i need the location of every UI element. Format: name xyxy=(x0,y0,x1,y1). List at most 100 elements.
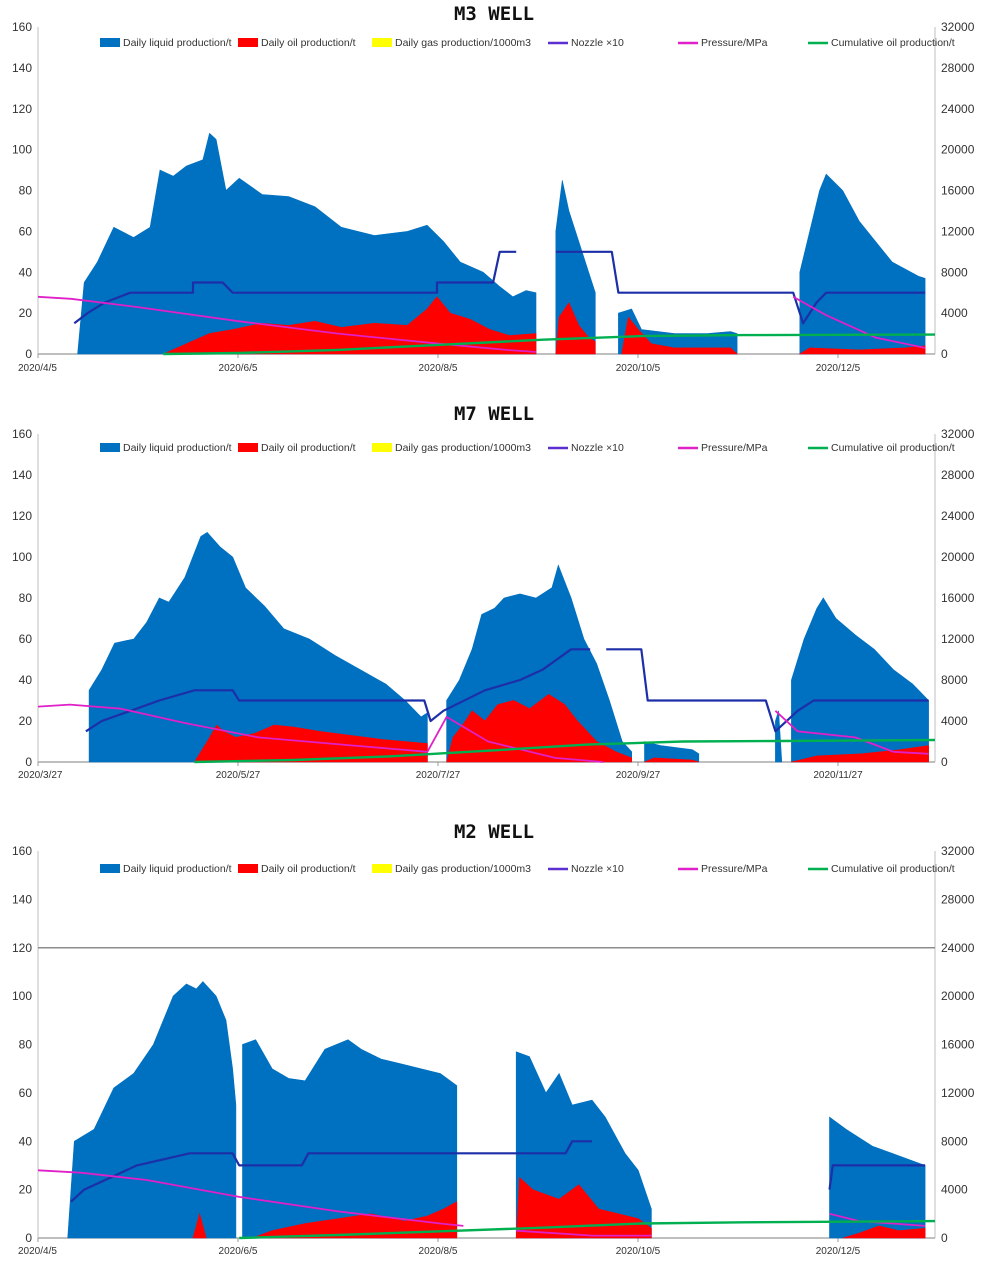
x-tick-label: 2020/9/27 xyxy=(616,770,661,781)
legend-label: Pressure/MPa xyxy=(701,442,768,454)
y2-tick-label: 16000 xyxy=(941,184,975,198)
legend-label: Pressure/MPa xyxy=(701,37,768,49)
area-daily-oil-production-t xyxy=(555,302,596,355)
x-tick-label: 2020/10/5 xyxy=(616,1246,661,1257)
y2-tick-label: 4000 xyxy=(941,1183,968,1197)
line-nozzle-10 xyxy=(606,648,929,733)
line-pressure-mpa xyxy=(37,1169,464,1227)
y2-tick-label: 20000 xyxy=(941,550,975,564)
y-tick-label: 140 xyxy=(12,61,32,75)
x-tick-label: 2020/8/5 xyxy=(419,363,458,374)
x-tick-label: 2020/6/5 xyxy=(219,363,258,374)
y-tick-label: 120 xyxy=(12,941,32,955)
y2-tick-label: 20000 xyxy=(941,143,975,157)
series-pressure-mpa xyxy=(37,295,926,353)
chart-m2-well: M2 WELL 0 20 40 60 80 100 120 140 160 0 4000 8000 120… xyxy=(12,821,975,1257)
y-tick-label: 120 xyxy=(12,102,32,116)
area-daily-oil-production-t xyxy=(193,724,428,763)
y2-tick-label: 4000 xyxy=(941,306,968,320)
chart-title: M2 WELL xyxy=(454,821,534,843)
y2-tick-label: 0 xyxy=(941,347,948,361)
line-pressure-mpa xyxy=(37,295,537,353)
x-tick-label: 2020/10/5 xyxy=(616,363,661,374)
y-tick-label: 140 xyxy=(12,892,32,906)
x-tick-label: 2020/3/27 xyxy=(18,770,63,781)
x-tick-label: 2020/4/5 xyxy=(18,1246,57,1257)
y-tick-label: 160 xyxy=(12,20,32,34)
x-tick-label: 2020/12/5 xyxy=(816,363,861,374)
y2-tick-label: 0 xyxy=(941,755,948,769)
legend-label: Cumulative oil production/t xyxy=(831,442,955,454)
area-daily-oil-production-t xyxy=(192,1212,207,1239)
line-cumulative-oil-production-t xyxy=(163,333,936,356)
area-daily-oil-production-t xyxy=(515,1176,652,1239)
area-daily-oil-production-t xyxy=(252,1201,458,1239)
y2-tick-label: 12000 xyxy=(941,1086,975,1100)
legend-label: Daily oil production/t xyxy=(261,863,356,875)
chart-m7-well: M7 WELL 0 20 40 60 80 100 120 140 160 0 4000 8000 120… xyxy=(12,403,975,781)
y2-tick-label: 8000 xyxy=(941,1134,968,1148)
y2-tick-label: 32000 xyxy=(941,427,975,441)
series-nozzle-10 xyxy=(85,648,929,733)
chart-m3-well: M3 WELL 0 20 40 60 80 100 120 140 160 0 4000 8000 120… xyxy=(12,3,975,374)
line-nozzle-10 xyxy=(85,648,591,733)
area-daily-oil-production-t xyxy=(163,296,537,355)
y2-tick-label: 32000 xyxy=(941,844,975,858)
line-nozzle-10 xyxy=(555,250,926,325)
x-tick-label: 2020/11/27 xyxy=(813,770,863,781)
legend-swatch xyxy=(238,864,258,873)
legend-swatch xyxy=(238,443,258,452)
legend: Daily liquid production/t Daily oil produ… xyxy=(100,442,955,454)
y-tick-label: 80 xyxy=(19,591,33,605)
line-nozzle-10 xyxy=(70,1140,592,1203)
y-tick-label: 0 xyxy=(25,347,32,361)
legend-label: Daily liquid production/t xyxy=(123,37,232,49)
y2-tick-label: 32000 xyxy=(941,20,975,34)
y2-tick-label: 28000 xyxy=(941,892,975,906)
legend-label: Daily liquid production/t xyxy=(123,442,232,454)
line-pressure-mpa xyxy=(774,710,929,755)
legend-label: Nozzle ×10 xyxy=(571,37,624,49)
x-tick-label: 2020/12/5 xyxy=(816,1246,861,1257)
y-tick-label: 140 xyxy=(12,468,32,482)
y2-tick-label: 20000 xyxy=(941,989,975,1003)
y2-tick-label: 12000 xyxy=(941,224,975,238)
y2-tick-label: 28000 xyxy=(941,61,975,75)
y-tick-label: 160 xyxy=(12,844,32,858)
legend-label: Daily oil production/t xyxy=(261,37,356,49)
legend-label: Daily gas production/1000m3 xyxy=(395,442,531,454)
chart-title: M3 WELL xyxy=(454,3,534,25)
chart-title: M7 WELL xyxy=(454,403,534,425)
y-tick-label: 40 xyxy=(19,673,33,687)
legend: Daily liquid production/t Daily oil produ… xyxy=(100,863,955,875)
area-daily-liquid-production-t xyxy=(88,532,428,763)
line-nozzle-10 xyxy=(828,1164,926,1190)
legend-swatch xyxy=(100,443,120,452)
area-daily-liquid-production-t xyxy=(829,1116,926,1239)
series-daily-liquid-production-t xyxy=(67,981,926,1239)
y2-tick-label: 4000 xyxy=(941,714,968,728)
y-tick-label: 60 xyxy=(19,1086,33,1100)
series-cumulative-oil-production-t xyxy=(194,738,936,764)
line-pressure-mpa xyxy=(37,703,604,763)
series-daily-oil-production-t xyxy=(192,1176,926,1239)
legend-label: Nozzle ×10 xyxy=(571,442,624,454)
legend-swatch xyxy=(372,443,392,452)
legend-label: Daily liquid production/t xyxy=(123,863,232,875)
legend-swatch xyxy=(100,864,120,873)
legend-swatch xyxy=(100,38,120,47)
x-tick-label: 2020/8/5 xyxy=(419,1246,458,1257)
y2-tick-label: 8000 xyxy=(941,265,968,279)
y-tick-label: 20 xyxy=(19,714,33,728)
line-pressure-mpa xyxy=(516,1229,652,1237)
legend-label: Nozzle ×10 xyxy=(571,863,624,875)
x-tick-label: 2020/7/27 xyxy=(416,770,461,781)
area-daily-liquid-production-t xyxy=(515,1051,652,1239)
y-tick-label: 20 xyxy=(19,1183,33,1197)
x-tick-label: 2020/4/5 xyxy=(18,363,57,374)
line-cumulative-oil-production-t xyxy=(194,738,936,764)
area-daily-oil-production-t xyxy=(644,757,699,763)
area-daily-liquid-production-t xyxy=(77,132,537,355)
area-daily-liquid-production-t xyxy=(242,1039,458,1239)
y2-tick-label: 28000 xyxy=(941,468,975,482)
